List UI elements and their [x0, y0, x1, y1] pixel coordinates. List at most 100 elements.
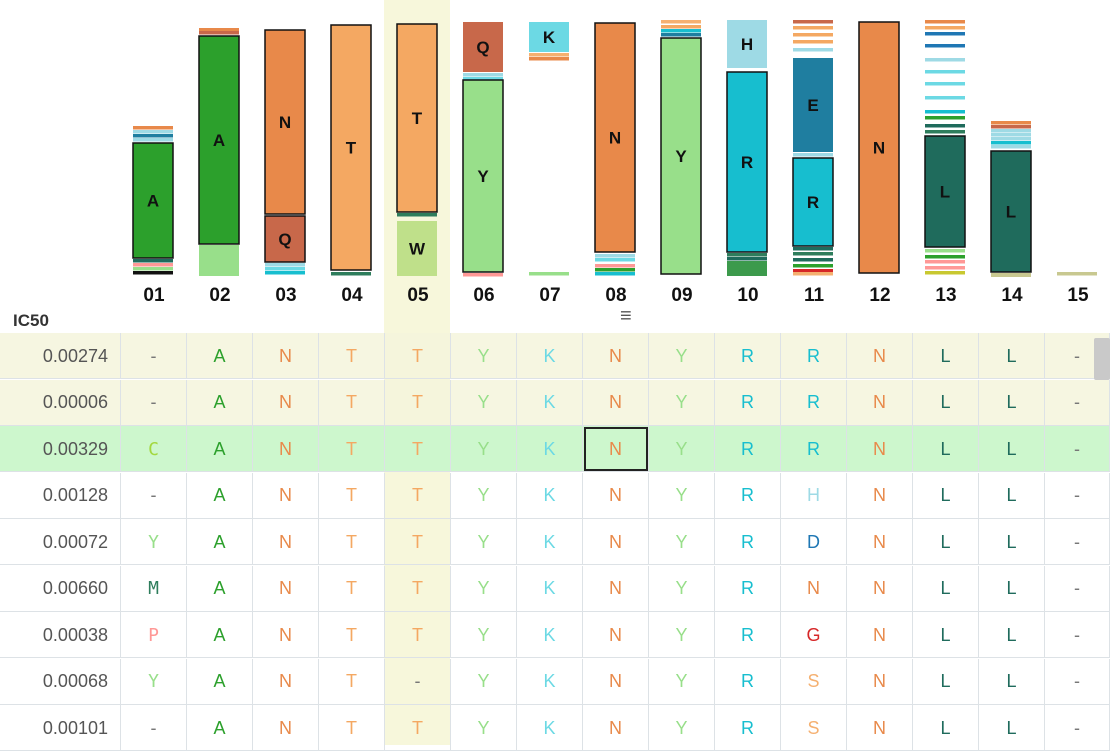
sequence-cell-10[interactable]: R — [715, 705, 781, 751]
sequence-cell-03[interactable]: N — [253, 426, 319, 472]
sequence-cell-09[interactable]: Y — [649, 519, 715, 565]
sequence-cell-09[interactable]: Y — [649, 612, 715, 658]
sequence-cell-08[interactable]: N — [583, 612, 649, 658]
sequence-cell-02[interactable]: A — [187, 658, 253, 705]
sequence-cell-04[interactable]: T — [319, 426, 385, 472]
sequence-cell-07[interactable]: K — [517, 612, 583, 658]
sequence-cell-11[interactable]: R — [781, 379, 847, 426]
sequence-cell-10[interactable]: R — [715, 658, 781, 705]
sequence-cell-14[interactable]: L — [979, 612, 1045, 658]
logo-column-05[interactable]: TW — [396, 23, 438, 276]
sequence-cell-10[interactable]: R — [715, 426, 781, 472]
sequence-cell-13[interactable]: L — [913, 612, 979, 658]
position-label-04[interactable]: 04 — [341, 285, 363, 306]
sequence-cell-11[interactable]: R — [781, 333, 847, 379]
logo-letter-box-L[interactable] — [990, 150, 1032, 273]
sequence-cell-05[interactable]: - — [385, 658, 451, 705]
logo-letter-box-A[interactable] — [198, 35, 240, 245]
sequence-cell-07[interactable]: K — [517, 658, 583, 705]
logo-letter-box-Y[interactable] — [660, 37, 702, 275]
sequence-cell-03[interactable]: N — [253, 658, 319, 705]
sequence-cell-06[interactable]: Y — [451, 426, 517, 472]
sequence-cell-01[interactable]: Y — [121, 519, 187, 565]
sequence-cell-12[interactable]: N — [847, 333, 913, 379]
sequence-cell-03[interactable]: N — [253, 379, 319, 426]
logo-letter-box-R[interactable] — [792, 157, 834, 247]
sequence-cell-15[interactable]: - — [1045, 705, 1110, 751]
sequence-cell-06[interactable]: Y — [451, 705, 517, 751]
logo-column-01[interactable]: A — [132, 126, 174, 275]
sequence-cell-07[interactable]: K — [517, 379, 583, 426]
position-label-09[interactable]: 09 — [671, 285, 693, 306]
sequence-cell-09[interactable]: Y — [649, 333, 715, 379]
sequence-cell-11[interactable]: N — [781, 565, 847, 612]
sequence-cell-05[interactable]: T — [385, 333, 451, 379]
logo-column-04[interactable]: T — [330, 24, 372, 276]
sequence-cell-04[interactable]: T — [319, 612, 385, 658]
sequence-cell-10[interactable]: R — [715, 565, 781, 612]
sequence-cell-07[interactable]: K — [517, 519, 583, 565]
sequence-cell-10[interactable]: R — [715, 379, 781, 426]
sequence-cell-06[interactable]: Y — [451, 472, 517, 519]
sequence-cell-10[interactable]: R — [715, 472, 781, 519]
ic50-cell[interactable]: 0.00038 — [0, 612, 121, 658]
sequence-cell-13[interactable]: L — [913, 379, 979, 426]
sequence-cell-04[interactable]: T — [319, 565, 385, 612]
table-row[interactable]: 0.00006- A N T T Y K N Y R R N L L - — [0, 379, 1110, 426]
table-row[interactable]: 0.00072 Y A N T T Y K N Y R D N L L - — [0, 519, 1110, 565]
sequence-cell-14[interactable]: L — [979, 519, 1045, 565]
sequence-cell-15[interactable]: - — [1045, 472, 1110, 519]
sequence-cell-01[interactable]: M — [121, 565, 187, 612]
sequence-cell-01[interactable]: - — [121, 379, 187, 426]
table-row[interactable]: 0.00128- A N T T Y K N Y R H N L L - — [0, 472, 1110, 519]
sequence-cell-05[interactable]: T — [385, 565, 451, 612]
logo-letter-box-T[interactable] — [396, 23, 438, 213]
logo-column-15[interactable] — [1057, 272, 1097, 276]
sequence-cell-05[interactable]: T — [385, 426, 451, 472]
sequence-cell-11[interactable]: S — [781, 705, 847, 751]
sequence-cell-02[interactable]: A — [187, 472, 253, 519]
logo-letter-box-H[interactable] — [727, 20, 767, 68]
logo-column-10[interactable]: HR — [726, 20, 768, 276]
sequence-cell-01[interactable]: C — [121, 426, 187, 472]
sequence-cell-04[interactable]: T — [319, 379, 385, 426]
sequence-cell-08[interactable]: N — [583, 472, 649, 519]
sequence-cell-10[interactable]: R — [715, 333, 781, 379]
logo-letter-box-K[interactable] — [529, 22, 569, 52]
sequence-cell-12[interactable]: N — [847, 612, 913, 658]
sequence-cell-14[interactable]: L — [979, 565, 1045, 612]
sequence-cell-05[interactable]: T — [385, 612, 451, 658]
sequence-cell-14[interactable]: L — [979, 426, 1045, 472]
ic50-cell[interactable]: 0.00068 — [0, 658, 121, 705]
sequence-cell-15[interactable]: - — [1045, 565, 1110, 612]
sequence-cell-12[interactable]: N — [847, 658, 913, 705]
sequence-cell-03[interactable]: N — [253, 519, 319, 565]
sequence-cell-04[interactable]: T — [319, 658, 385, 705]
sequence-cell-07[interactable]: K — [517, 705, 583, 751]
sequence-cell-05[interactable]: T — [385, 472, 451, 519]
sequence-cell-02[interactable]: A — [187, 426, 253, 472]
ic50-cell[interactable]: 0.00006 — [0, 379, 121, 426]
sequence-cell-04[interactable]: T — [319, 705, 385, 751]
sequence-cell-09[interactable]: Y — [649, 379, 715, 426]
logo-column-08[interactable]: N — [594, 22, 636, 276]
sequence-cell-06[interactable]: Y — [451, 612, 517, 658]
position-label-14[interactable]: 14 — [1001, 285, 1023, 306]
sequence-cell-06[interactable]: Y — [451, 333, 517, 379]
sequence-cell-01[interactable]: Y — [121, 658, 187, 705]
sequence-cell-07[interactable]: K — [517, 333, 583, 379]
table-row[interactable]: 0.00660 M A N T T Y K N Y R N N L L - — [0, 565, 1110, 612]
sequence-cell-09[interactable]: Y — [649, 658, 715, 705]
logo-letter-box-N[interactable] — [594, 22, 636, 253]
sequence-cell-05[interactable]: T — [385, 519, 451, 565]
sequence-cell-15[interactable]: - — [1045, 519, 1110, 565]
sequence-cell-12[interactable]: N — [847, 705, 913, 751]
sequence-cell-07[interactable]: K — [517, 472, 583, 519]
sequence-cell-08[interactable]: N — [583, 379, 649, 426]
sequence-cell-15[interactable]: - — [1045, 379, 1110, 426]
ic50-cell[interactable]: 0.00072 — [0, 519, 121, 565]
scrollbar-thumb[interactable] — [1094, 338, 1110, 380]
logo-column-14[interactable]: L — [990, 121, 1032, 277]
ic50-cell[interactable]: 0.00128 — [0, 472, 121, 519]
